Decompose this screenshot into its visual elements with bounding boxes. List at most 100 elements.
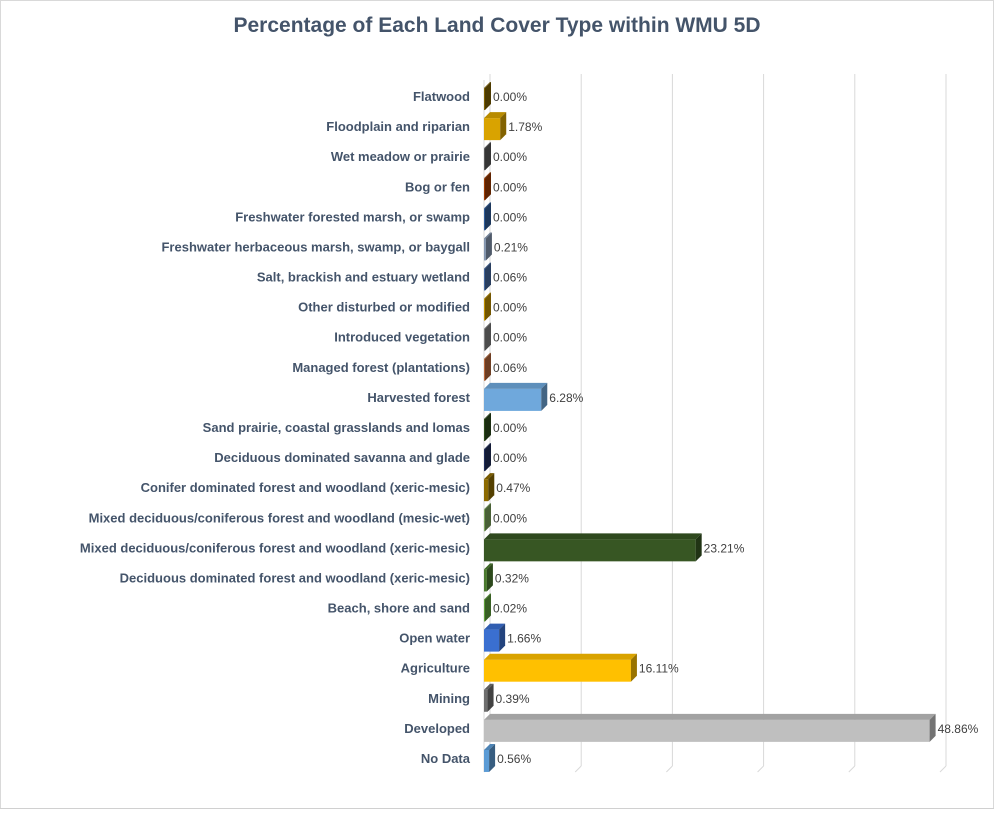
bar-top <box>484 743 496 750</box>
bar-top <box>484 413 491 419</box>
bar-side <box>485 503 491 532</box>
bar-top <box>484 232 492 239</box>
bar <box>484 599 485 622</box>
category-label: Managed forest (plantations) <box>292 360 470 375</box>
bar-top <box>484 503 491 510</box>
category-label: Mixed deciduous/coniferous forest and wo… <box>80 540 470 555</box>
data-label: 1.78% <box>508 120 542 134</box>
bar-side <box>929 713 936 742</box>
bar-side <box>485 172 491 201</box>
data-label: 0.00% <box>493 451 527 465</box>
category-label: Flatwood <box>413 89 470 104</box>
bar <box>484 629 500 652</box>
data-label: 0.06% <box>493 361 527 375</box>
data-label: 0.56% <box>497 752 531 766</box>
data-label: 0.39% <box>496 692 530 706</box>
data-label: 0.00% <box>493 511 527 525</box>
bar <box>484 569 487 592</box>
bar-side <box>485 82 491 111</box>
category-label: Wet meadow or prairie <box>331 149 470 164</box>
bar-side <box>485 202 491 231</box>
bar-top <box>484 473 495 480</box>
bar <box>484 88 485 111</box>
bar-side <box>485 443 491 472</box>
category-label: Developed <box>404 721 470 736</box>
bar <box>484 298 485 321</box>
bar-side <box>485 232 492 261</box>
bar-side <box>695 533 702 562</box>
gridline-floor <box>939 765 947 773</box>
category-label: Mixed deciduous/coniferous forest and wo… <box>89 510 470 525</box>
data-label: 0.00% <box>493 90 527 104</box>
data-label: 0.00% <box>493 210 527 224</box>
bar-top <box>484 322 491 329</box>
bar-top <box>484 382 548 389</box>
data-label: 0.02% <box>493 602 527 616</box>
gridline-floor <box>848 765 856 773</box>
bar-side <box>488 473 495 502</box>
data-label: 1.66% <box>507 632 541 646</box>
bar <box>484 719 930 742</box>
bar-top <box>484 262 491 269</box>
bar-top <box>484 172 491 179</box>
bar-top <box>484 352 491 359</box>
bar-side <box>485 292 491 321</box>
bar <box>484 419 485 441</box>
chart-title: Percentage of Each Land Cover Type withi… <box>233 14 761 37</box>
category-label: Sand prairie, coastal grasslands and lom… <box>203 420 470 435</box>
bar <box>484 118 501 141</box>
gridline-floor <box>574 765 582 773</box>
category-label: Floodplain and riparian <box>326 119 470 134</box>
bar <box>484 268 485 291</box>
bar <box>484 659 631 682</box>
data-label: 16.11% <box>639 662 679 676</box>
bottom-ruler <box>0 808 994 813</box>
data-label: 0.00% <box>493 331 527 345</box>
category-label: No Data <box>421 751 471 766</box>
bar-top <box>484 292 491 299</box>
bar <box>484 388 542 411</box>
bar-top <box>484 112 507 119</box>
bar <box>484 509 485 532</box>
bar <box>484 749 490 772</box>
bar-top <box>484 142 491 149</box>
bar-top <box>484 533 702 540</box>
data-label: 23.21% <box>704 541 745 555</box>
bar-top <box>484 623 506 630</box>
gridline-floor <box>757 765 764 773</box>
bar-top <box>484 683 494 690</box>
bar <box>484 178 485 201</box>
bar-side <box>630 653 637 682</box>
category-label: Mining <box>428 691 470 706</box>
data-label: 0.32% <box>495 571 529 585</box>
category-label: Bog or fen <box>405 179 470 194</box>
bar-side <box>500 112 507 141</box>
bar <box>484 208 485 231</box>
data-label: 0.21% <box>494 240 528 254</box>
category-label: Deciduous dominated savanna and glade <box>214 450 470 465</box>
data-label: 0.47% <box>496 481 530 495</box>
category-label: Salt, brackish and estuary wetland <box>257 270 470 285</box>
bar-side <box>485 142 491 171</box>
bar-top <box>484 593 491 600</box>
category-label: Freshwater herbaceous marsh, swamp, or b… <box>161 239 470 254</box>
gridline-floor <box>666 765 673 773</box>
bar <box>484 689 488 712</box>
bar <box>484 479 489 502</box>
bar-side <box>487 683 494 712</box>
category-label: Freshwater forested marsh, or swamp <box>235 209 470 224</box>
data-label: 6.28% <box>549 391 583 405</box>
bar-side <box>486 563 493 592</box>
bar-top <box>484 202 491 209</box>
category-label: Other disturbed or modified <box>298 300 470 315</box>
bar-side <box>485 413 491 441</box>
bar-top <box>484 713 936 720</box>
data-label: 0.00% <box>493 421 527 435</box>
data-label: 0.00% <box>493 150 527 164</box>
bar-top <box>484 653 637 660</box>
data-label: 0.00% <box>493 301 527 315</box>
data-label: 48.86% <box>938 722 979 736</box>
bar <box>484 539 696 562</box>
bar-top <box>484 443 491 450</box>
